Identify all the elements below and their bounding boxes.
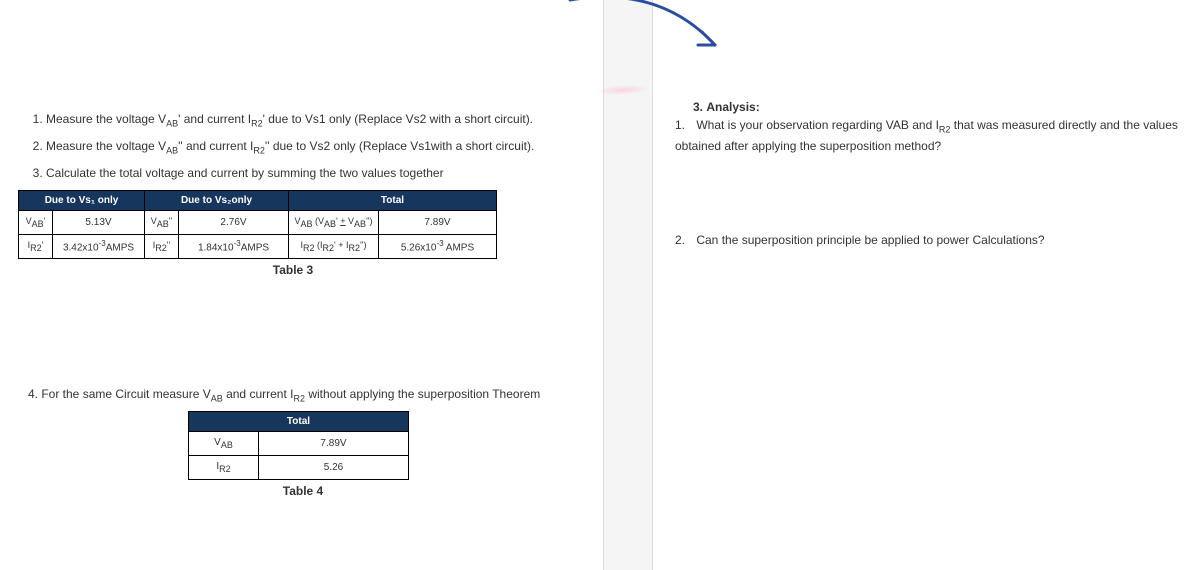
analysis-title: Analysis: [706, 100, 759, 114]
cell-value: 5.26x10-3 AMPS [379, 234, 497, 258]
q1-num: 1. [675, 116, 693, 134]
q2-num: 2. [675, 233, 693, 247]
arrow-annotation-icon [560, 0, 740, 70]
table-row: Due to Vs₁ only Due to Vs₂only Total [19, 190, 497, 210]
cell-value: 5.13V [53, 210, 145, 234]
right-page: 3. Analysis: 1. What is your observation… [675, 100, 1185, 247]
table-row: IR2 5.26 [189, 456, 409, 480]
table-row: VAB' 5.13V VAB'' 2.76V VAB (VAB' + VAB''… [19, 210, 497, 234]
cell-label: IR2 (IR2' + IR2'') [289, 234, 379, 258]
cell-label: VAB (VAB' + VAB'') [289, 210, 379, 234]
step-1: Measure the voltage VAB' and current IR2… [46, 110, 588, 131]
table3-wrap: Due to Vs₁ only Due to Vs₂only Total VAB… [18, 190, 588, 277]
cell-label: IR2' [19, 234, 53, 258]
left-page: Measure the voltage VAB' and current IR2… [28, 110, 588, 498]
table-row: VAB 7.89V [189, 432, 409, 456]
table4-wrap: Total VAB 7.89V IR2 5.26 Table 4 [188, 411, 418, 498]
question-1: 1. What is your observation regarding VA… [675, 116, 1185, 155]
cell-value: 3.42x10-3AMPS [53, 234, 145, 258]
table3-caption: Table 3 [138, 263, 448, 277]
table-row: IR2' 3.42x10-3AMPS IR2'' 1.84x10-3AMPS I… [19, 234, 497, 258]
step-3: Calculate the total voltage and current … [46, 164, 588, 182]
cell-label: VAB' [19, 210, 53, 234]
table-4: Total VAB 7.89V IR2 5.26 [188, 411, 409, 480]
cell-label: VAB'' [145, 210, 179, 234]
cell-label: VAB [189, 432, 259, 456]
col-header: Due to Vs₂only [145, 190, 289, 210]
col-header: Total [189, 412, 409, 432]
cell-value: 5.26 [259, 456, 409, 480]
cell-label: IR2 [189, 456, 259, 480]
table4-caption: Table 4 [188, 484, 418, 498]
cell-value: 7.89V [259, 432, 409, 456]
step-2: Measure the voltage VAB'' and current IR… [46, 137, 588, 158]
analysis-num: 3. [693, 100, 703, 114]
procedure-steps: Measure the voltage VAB' and current IR2… [28, 110, 588, 182]
table-3: Due to Vs₁ only Due to Vs₂only Total VAB… [18, 190, 497, 259]
cell-label: IR2'' [145, 234, 179, 258]
col-header: Total [289, 190, 497, 210]
table-row: Total [189, 412, 409, 432]
cell-value: 7.89V [379, 210, 497, 234]
question-2: 2. Can the superposition principle be ap… [675, 233, 1185, 247]
q1-text: What is your observation regarding VAB a… [675, 118, 1178, 153]
cell-value: 1.84x10-3AMPS [179, 234, 289, 258]
analysis-heading: 3. Analysis: [693, 100, 1185, 114]
q2-text: Can the superposition principle be appli… [696, 233, 1044, 247]
col-header: Due to Vs₁ only [19, 190, 145, 210]
step-4: 4. For the same Circuit measure VAB and … [28, 387, 588, 403]
cell-value: 2.76V [179, 210, 289, 234]
